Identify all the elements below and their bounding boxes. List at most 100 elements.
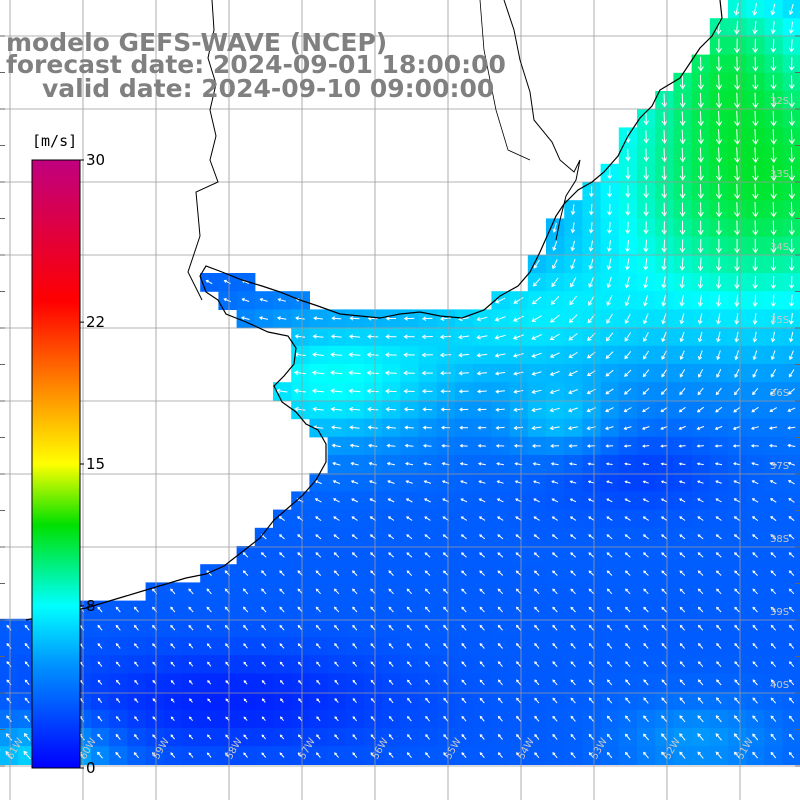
wind-arrow xyxy=(697,498,704,503)
wind-arrow xyxy=(625,203,631,217)
wind-arrow xyxy=(625,166,631,180)
wind-arrow xyxy=(751,516,759,522)
latitude-label: 32S xyxy=(770,96,789,107)
wind-arrow xyxy=(752,331,758,343)
valid-date: valid date: 2024-09-10 09:00:00 xyxy=(42,74,495,103)
wind-arrow xyxy=(752,387,759,396)
border-line xyxy=(503,0,581,241)
wind-arrow xyxy=(733,715,740,723)
wind-arrow xyxy=(661,93,668,108)
latitude-label: 33S xyxy=(770,169,789,180)
wind-arrow xyxy=(298,734,303,740)
wind-arrow xyxy=(552,642,558,649)
wind-arrow xyxy=(461,679,467,686)
wind-arrow xyxy=(494,316,506,322)
wind-arrow xyxy=(752,313,758,325)
wind-arrow xyxy=(388,734,394,740)
wind-arrow xyxy=(679,697,686,704)
wind-arrow xyxy=(421,316,433,321)
wind-arrow xyxy=(370,624,376,631)
wind-arrow xyxy=(752,624,758,631)
wind-arrow xyxy=(534,606,540,613)
wind-arrow xyxy=(425,679,430,686)
wind-arrow xyxy=(568,389,578,395)
wind-arrow xyxy=(515,642,522,649)
wind-arrow xyxy=(297,643,303,649)
wind-arrow xyxy=(497,606,503,613)
wind-arrow xyxy=(623,388,632,395)
wind-arrow xyxy=(534,661,540,668)
wind-arrow xyxy=(534,752,540,759)
wind-arrow xyxy=(458,407,469,412)
wind-arrow xyxy=(388,697,394,704)
wind-arrow xyxy=(770,661,776,668)
wind-arrow xyxy=(404,443,414,448)
wind-arrow xyxy=(752,183,759,200)
wind-arrow xyxy=(476,389,487,394)
wind-arrow xyxy=(697,588,704,595)
wind-arrow xyxy=(243,680,248,685)
wind-arrow xyxy=(533,259,540,269)
wind-arrow xyxy=(279,534,285,540)
wind-arrow xyxy=(732,426,741,430)
wind-arrow xyxy=(516,733,522,740)
wind-arrow xyxy=(424,624,431,631)
wind-arrow xyxy=(752,238,759,254)
wind-arrow xyxy=(624,258,630,271)
wind-arrow xyxy=(295,316,305,321)
wind-arrow xyxy=(424,552,431,558)
wind-arrow xyxy=(752,165,759,182)
wind-arrow xyxy=(605,407,614,413)
wind-arrow xyxy=(661,350,667,360)
wind-arrow xyxy=(661,369,668,378)
wind-arrow xyxy=(734,74,741,91)
wind-arrow xyxy=(570,204,576,216)
wind-arrow xyxy=(607,643,613,649)
wind-arrow xyxy=(570,733,576,740)
wind-arrow xyxy=(479,588,485,595)
wind-arrow xyxy=(679,751,686,759)
wind-arrow xyxy=(770,570,777,576)
wind-arrow xyxy=(279,588,285,595)
wind-arrow xyxy=(642,480,649,484)
wind-arrow xyxy=(552,588,558,595)
wind-arrow xyxy=(549,389,560,395)
wind-arrow xyxy=(513,371,524,376)
wind-arrow xyxy=(170,679,175,685)
wind-arrow xyxy=(570,588,576,595)
wind-arrow xyxy=(298,698,303,703)
wind-arrow xyxy=(97,643,103,649)
wind-arrow xyxy=(752,275,758,290)
wind-arrow xyxy=(461,552,467,558)
wind-arrow xyxy=(752,56,759,72)
wind-arrow xyxy=(352,734,358,740)
wind-arrow xyxy=(607,624,613,631)
wind-arrow xyxy=(279,752,285,758)
wind-arrow xyxy=(770,257,777,272)
wind-arrow xyxy=(497,752,503,759)
wind-arrow xyxy=(734,238,741,254)
wind-arrow xyxy=(788,220,795,236)
wind-arrow xyxy=(425,661,431,667)
wind-arrow xyxy=(679,184,686,199)
wind-arrow xyxy=(788,3,794,16)
wind-arrow xyxy=(460,516,468,521)
wind-arrow xyxy=(661,239,667,253)
wind-arrow xyxy=(349,316,360,321)
wind-arrow xyxy=(424,516,431,521)
wind-arrow xyxy=(388,552,395,558)
wind-arrow xyxy=(606,480,613,484)
wind-arrow xyxy=(752,220,759,236)
wind-arrow xyxy=(770,697,777,704)
wind-arrow xyxy=(733,462,741,466)
wind-arrow xyxy=(567,426,578,431)
wind-arrow xyxy=(479,661,485,668)
wind-arrow xyxy=(406,534,413,540)
wind-arrow xyxy=(605,426,614,431)
wind-arrow xyxy=(388,606,394,613)
wind-arrow xyxy=(733,516,740,522)
wind-arrow xyxy=(97,661,103,667)
wind-arrow xyxy=(661,202,668,217)
wind-arrow xyxy=(770,238,777,254)
wind-arrow xyxy=(697,257,704,272)
